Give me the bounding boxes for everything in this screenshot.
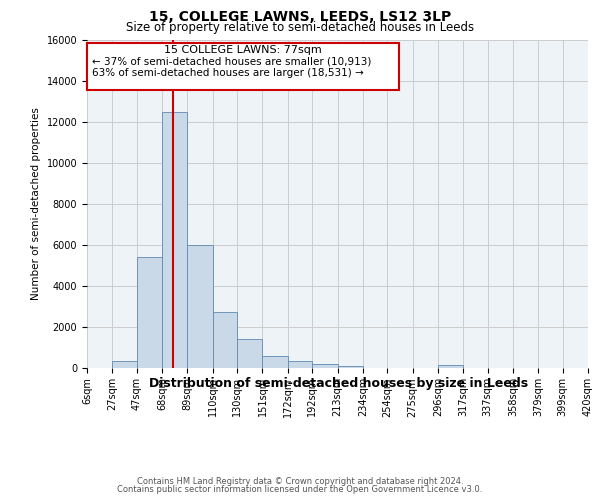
Bar [162,112,187,368]
Bar [137,257,162,368]
Bar [112,362,137,368]
Text: Contains HM Land Registry data © Crown copyright and database right 2024.: Contains HM Land Registry data © Crown c… [137,477,463,486]
Text: 15, COLLEGE LAWNS, LEEDS, LS12 3LP: 15, COLLEGE LAWNS, LEEDS, LS12 3LP [149,10,451,24]
Bar [262,356,288,368]
Bar [288,360,312,368]
Text: Contains public sector information licensed under the Open Government Licence v3: Contains public sector information licen… [118,485,482,494]
Bar [187,244,213,368]
Text: Size of property relative to semi-detached houses in Leeds: Size of property relative to semi-detach… [126,21,474,34]
Bar [337,366,363,368]
Y-axis label: Number of semi-detached properties: Number of semi-detached properties [31,108,41,300]
Text: ← 37% of semi-detached houses are smaller (10,913): ← 37% of semi-detached houses are smalle… [92,56,371,66]
Bar [312,364,337,368]
Text: Distribution of semi-detached houses by size in Leeds: Distribution of semi-detached houses by … [149,378,529,390]
Bar [438,366,463,368]
Text: 63% of semi-detached houses are larger (18,531) →: 63% of semi-detached houses are larger (… [92,68,364,78]
Bar [237,340,262,367]
Text: 15 COLLEGE LAWNS: 77sqm: 15 COLLEGE LAWNS: 77sqm [164,45,322,55]
Bar [213,312,237,368]
